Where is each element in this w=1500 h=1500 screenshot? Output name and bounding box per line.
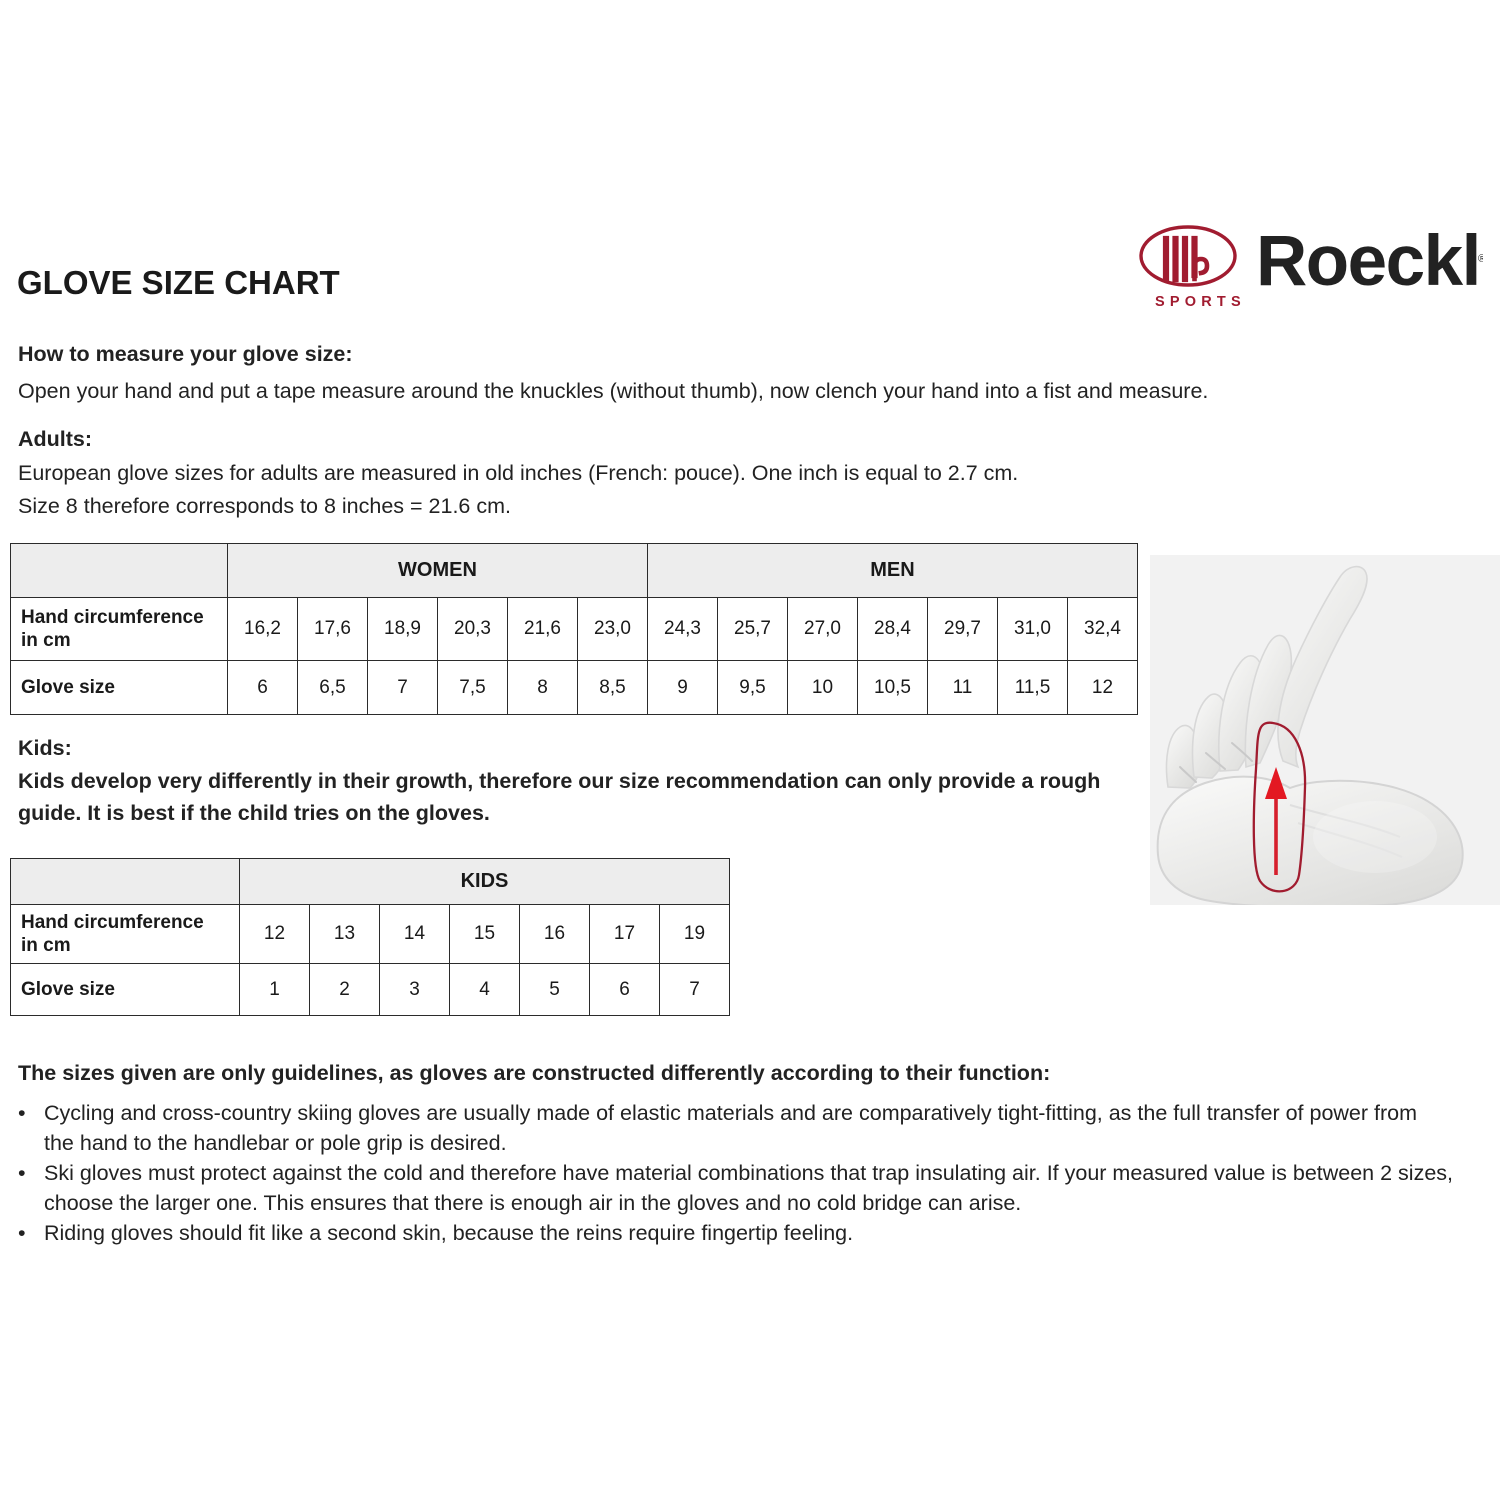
- svg-text:SPORTS: SPORTS: [1155, 294, 1246, 310]
- svg-text:Roeckl: Roeckl: [1256, 222, 1480, 301]
- svg-text:®: ®: [1478, 253, 1483, 265]
